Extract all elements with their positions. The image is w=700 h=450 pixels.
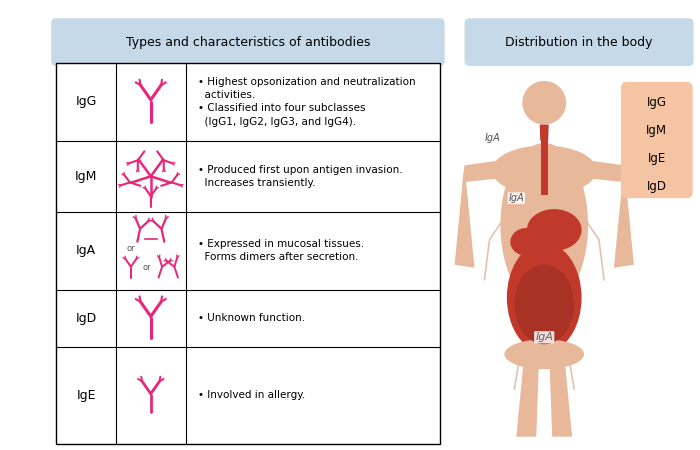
Polygon shape: [540, 125, 549, 140]
Text: IgG: IgG: [647, 96, 667, 109]
FancyBboxPatch shape: [51, 18, 444, 66]
Ellipse shape: [527, 209, 582, 251]
Text: IgE: IgE: [76, 389, 96, 402]
Text: or: or: [143, 263, 151, 272]
FancyBboxPatch shape: [465, 18, 694, 66]
Text: IgE: IgE: [648, 152, 666, 165]
Text: IgG: IgG: [76, 95, 97, 108]
Text: IgM: IgM: [75, 170, 97, 183]
Text: IgM: IgM: [646, 124, 667, 137]
Bar: [540, 135, 547, 195]
Text: • Involved in allergy.: • Involved in allergy.: [197, 391, 305, 401]
Ellipse shape: [505, 339, 584, 369]
Text: • Unknown function.: • Unknown function.: [197, 313, 304, 324]
Text: Types and characteristics of antibodies: Types and characteristics of antibodies: [126, 36, 370, 49]
Polygon shape: [588, 160, 626, 182]
Polygon shape: [463, 160, 500, 182]
Polygon shape: [517, 354, 539, 436]
Circle shape: [522, 81, 566, 125]
Text: • Expressed in mucosal tissues.
  Forms dimers after secretion.: • Expressed in mucosal tissues. Forms di…: [197, 239, 364, 262]
Bar: [56, 63, 440, 444]
Text: • Highest opsonization and neutralization
  activities.
• Classified into four s: • Highest opsonization and neutralizatio…: [197, 77, 415, 126]
Text: or: or: [127, 244, 135, 253]
Ellipse shape: [514, 265, 574, 344]
Ellipse shape: [492, 145, 596, 195]
Text: IgA: IgA: [76, 244, 96, 257]
Polygon shape: [454, 165, 475, 268]
Polygon shape: [550, 354, 572, 436]
Ellipse shape: [507, 243, 582, 352]
Polygon shape: [614, 165, 634, 268]
Text: Distribution in the body: Distribution in the body: [505, 36, 653, 49]
Text: • Produced first upon antigen invasion.
  Increases transiently.: • Produced first upon antigen invasion. …: [197, 165, 402, 188]
Text: IgA: IgA: [536, 332, 553, 342]
Ellipse shape: [510, 228, 542, 256]
Ellipse shape: [500, 143, 588, 307]
Text: IgA: IgA: [508, 193, 524, 203]
Text: IgD: IgD: [76, 312, 97, 325]
FancyBboxPatch shape: [621, 82, 692, 198]
Text: IgA: IgA: [484, 133, 500, 143]
Text: IgD: IgD: [647, 180, 667, 193]
